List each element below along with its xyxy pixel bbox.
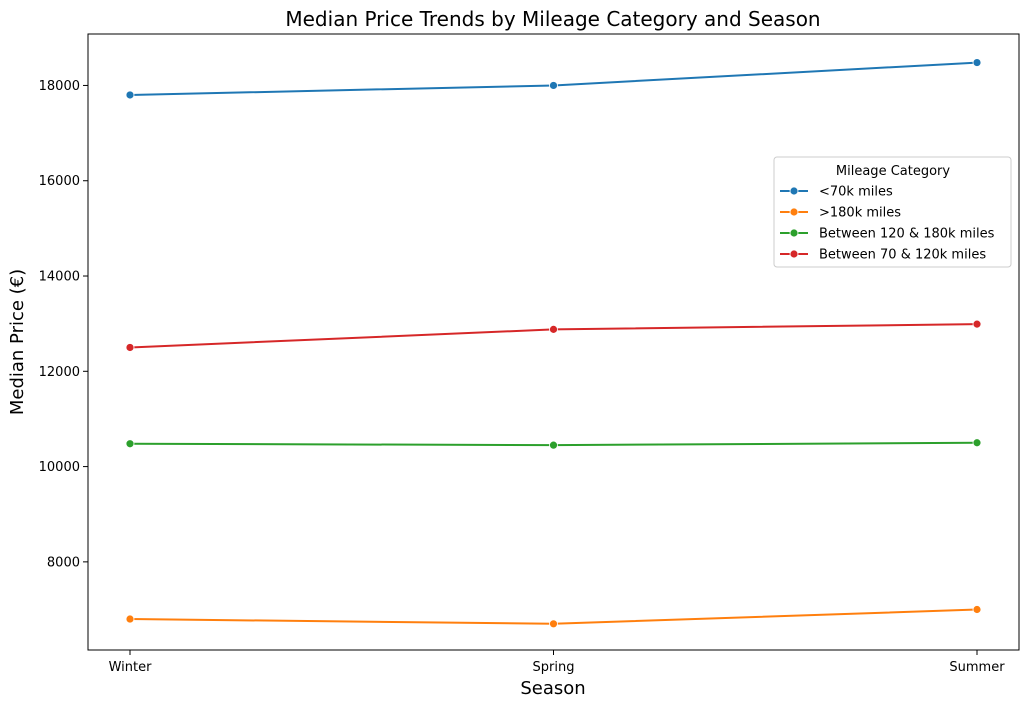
legend-title: Mileage Category [836, 164, 950, 179]
legend-swatch-marker [789, 249, 799, 259]
axes-frame [87, 33, 1020, 651]
legend-entries: <70k miles >180k miles Between 120 & 180k … [780, 185, 995, 263]
data-point [549, 81, 558, 90]
y-tick-label: 18000 [39, 79, 80, 94]
x-tick-label: Spring [533, 660, 575, 675]
x-axis: Winter Spring Summer [109, 650, 1005, 675]
y-tick-label: 10000 [39, 460, 80, 475]
data-point [972, 58, 982, 67]
data-point [125, 439, 135, 449]
data-point [125, 343, 135, 352]
plot-area: 8000 10000 12000 14000 16000 18000 Winter Spri… [39, 33, 1020, 675]
x-axis-label: Season [520, 678, 585, 699]
legend-label: >180k miles [819, 206, 901, 221]
legend-entry: >180k miles [780, 206, 901, 221]
data-point [125, 90, 135, 100]
legend-entry: Between 120 & 180k miles [780, 227, 995, 242]
data-point [972, 438, 982, 448]
legend-entry: Between 70 & 120k miles [780, 248, 986, 263]
series-0 [125, 58, 982, 100]
legend: Mileage Category <70k miles >180k miles Be… [773, 156, 1012, 268]
data-point [549, 324, 558, 334]
y-axis: 8000 10000 12000 14000 16000 18000 [39, 79, 88, 570]
data-point [972, 319, 982, 329]
y-axis-label: Median Price (€) [7, 269, 28, 415]
data-point [549, 619, 558, 629]
series-3 [125, 319, 982, 352]
legend-box [773, 156, 1012, 268]
legend-swatch-marker [789, 186, 799, 196]
legend-swatch-marker [789, 228, 799, 238]
legend-swatch-marker [789, 207, 799, 217]
data-point [549, 440, 558, 450]
legend-label: <70k miles [819, 185, 893, 200]
series-group [125, 58, 982, 629]
legend-entry: <70k miles [780, 185, 893, 200]
series-1 [125, 605, 982, 629]
data-point [125, 614, 135, 624]
series-line [129, 61, 978, 96]
y-tick-label: 16000 [39, 174, 80, 189]
legend-label: Between 70 & 120k miles [819, 248, 986, 263]
chart-title: Median Price Trends by Mileage Category … [285, 7, 820, 31]
y-tick-label: 8000 [47, 555, 80, 570]
data-point [972, 605, 982, 614]
y-tick-label: 14000 [39, 270, 80, 285]
series-2 [125, 438, 982, 450]
legend-label: Between 120 & 180k miles [819, 227, 995, 242]
x-tick-label: Summer [949, 660, 1005, 675]
y-tick-label: 12000 [39, 365, 80, 380]
x-tick-label: Winter [109, 660, 153, 675]
